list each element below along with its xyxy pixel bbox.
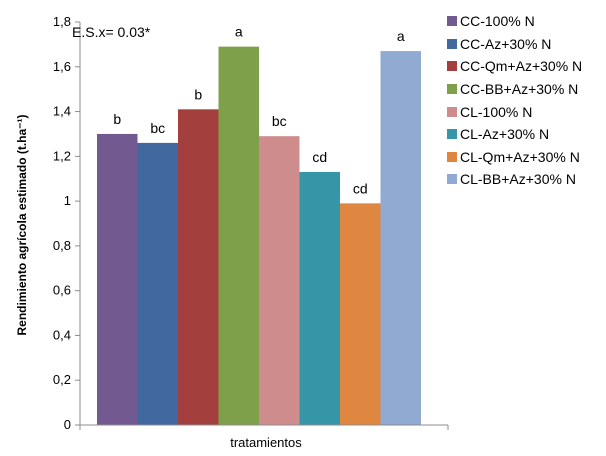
legend-swatch <box>447 16 457 27</box>
bars-group <box>97 46 421 426</box>
bar-4 <box>218 46 259 425</box>
y-tick-label: 1,6 <box>53 59 71 74</box>
significance-letter: cd <box>353 180 368 196</box>
legend-label: CC-Az+30% N <box>460 35 552 52</box>
bar-3 <box>178 109 219 426</box>
bar-5 <box>259 136 300 425</box>
standard-error-annotation: E.S.x= 0.03* <box>72 24 151 40</box>
significance-letter: a <box>235 24 243 40</box>
significance-letter: b <box>113 111 121 127</box>
legend-label: CC-BB+Az+30% N <box>460 81 579 98</box>
significance-letter: bc <box>150 120 165 136</box>
legend-swatch <box>447 61 457 72</box>
legend-item: CL-BB+Az+30% N <box>447 168 582 191</box>
legend-swatch <box>447 38 457 49</box>
legend-swatch <box>447 174 457 185</box>
y-tick-label: 1,8 <box>53 14 71 29</box>
axes: 0 0,2 0,4 0,6 0,8 1 1,2 1,4 1,6 1,8 <box>53 14 449 432</box>
y-axis-label: Rendimiento agrícola estimado (t.ha⁻¹) <box>15 114 29 335</box>
legend-item: CL-Qm+Az+30% N <box>447 146 582 169</box>
bar-2 <box>137 142 178 425</box>
y-tick-label: 0,4 <box>53 327 71 342</box>
legend-label: CL-BB+Az+30% N <box>460 171 576 188</box>
y-tick-label: 0,2 <box>53 372 71 387</box>
legend-item: CL-Az+30% N <box>447 123 582 146</box>
bar-1 <box>97 133 138 425</box>
y-tick-label: 1,2 <box>53 148 71 163</box>
legend-item: CC-BB+Az+30% N <box>447 78 582 101</box>
y-tick-label: 0,8 <box>53 238 71 253</box>
legend-label: CC-Qm+Az+30% N <box>460 58 583 75</box>
y-tick-label: 1 <box>64 193 71 208</box>
legend-label: CL-100% N <box>460 103 533 120</box>
x-axis-label: tratamientos <box>230 435 302 450</box>
legend-item: CC-100% N <box>447 10 582 33</box>
y-tick-label: 0,6 <box>53 283 71 298</box>
legend-swatch <box>447 151 457 162</box>
legend-item: CC-Qm+Az+30% N <box>447 55 582 78</box>
legend-label: CL-Qm+Az+30% N <box>460 148 580 165</box>
significance-letter: b <box>194 86 202 102</box>
legend-swatch <box>447 129 457 140</box>
bar-7 <box>340 203 381 425</box>
significance-letter: cd <box>312 149 327 165</box>
legend-swatch <box>447 106 457 117</box>
legend-item: CC-Az+30% N <box>447 33 582 56</box>
legend-item: CL-100% N <box>447 100 582 123</box>
significance-letters: b bc b a bc cd cd a <box>113 24 405 197</box>
bar-6 <box>299 172 340 425</box>
y-tick-label: 1,4 <box>53 104 71 119</box>
significance-letter: a <box>397 28 405 44</box>
bar-8 <box>380 51 421 425</box>
legend: CC-100% N CC-Az+30% N CC-Qm+Az+30% N CC-BB+… <box>447 10 582 191</box>
legend-label: CC-100% N <box>460 13 535 30</box>
legend-label: CL-Az+30% N <box>460 126 550 143</box>
legend-swatch <box>447 84 457 95</box>
y-tick-label: 0 <box>64 417 71 432</box>
significance-letter: bc <box>272 113 287 129</box>
